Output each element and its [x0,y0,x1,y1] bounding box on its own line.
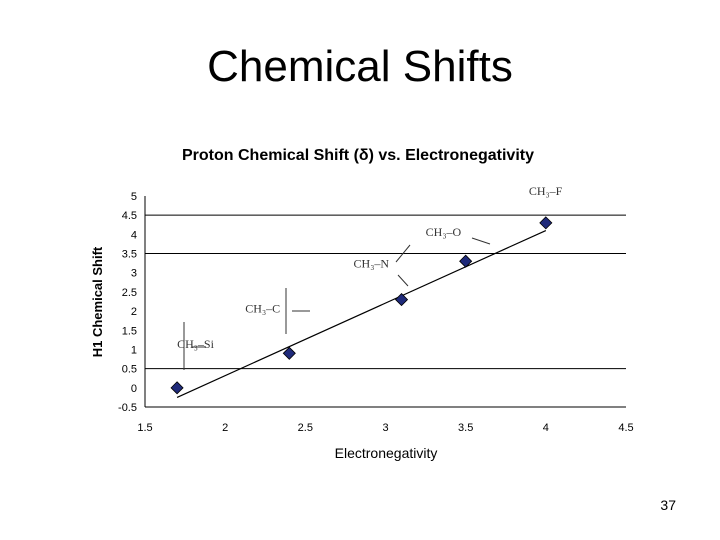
bond-stroke [471,237,491,245]
data-point [282,346,296,360]
y-tick-label: 1 [131,344,137,356]
y-tick-label: 4 [131,229,137,241]
plot-area [145,196,626,407]
y-tick-label: 3.5 [122,249,137,261]
annotation-label: CH₃–F [529,184,563,198]
chart-title: Proton Chemical Shift (δ) vs. Electroneg… [182,147,534,164]
x-tick-label: 4 [543,422,549,434]
y-tick-label: -0.5 [118,402,137,414]
x-tick-label: 3.5 [458,422,473,434]
data-point [539,216,553,230]
annotation-label: CH₃–Si [177,337,215,351]
y-tick-label: 2.5 [122,287,137,299]
y-tick-label: 3 [131,268,137,280]
x-tick-label: 3 [382,422,388,434]
data-points [170,216,553,395]
y-tick-label: 4.5 [122,210,137,222]
trendline-layer [176,229,547,398]
y-tick-label: 5 [131,191,137,203]
grid-lines [145,214,626,370]
annotation-label: CH₃–N [354,257,390,271]
y-tick-label: 1.5 [122,325,137,337]
y-tick-label: 0 [131,383,137,395]
trendline [176,229,547,398]
y-axis-title: H1 Chemical Shift [90,246,105,357]
bond-stroke [395,244,411,263]
data-point [459,254,473,268]
y-tick-label: 2 [131,306,137,318]
x-tick-label: 1.5 [137,422,152,434]
x-tick-label: 4.5 [618,422,633,434]
bond-stroke [397,274,409,287]
page-number: 37 [660,497,676,513]
y-tick-labels: 5 4.5 4 3.5 3 2.5 2 1.5 1 0.5 0 -0.5 [118,191,137,414]
x-tick-labels: 1.5 2 2.5 3 3.5 4 4.5 [137,422,633,434]
slide-title: Chemical Shifts [207,42,513,91]
x-axis-title: Electronegativity [335,445,438,461]
axes [144,196,626,408]
data-point [394,293,409,307]
x-tick-label: 2.5 [298,422,313,434]
x-tick-label: 2 [222,422,228,434]
annotation-label: CH₃–O [426,225,462,239]
data-point [170,381,184,395]
annotation-label: CH₃–C [245,301,280,315]
annotations: CH₃–Si CH₃–C CH₃–N CH₃–O CH₃–F [177,184,563,370]
y-tick-label: 0.5 [122,364,137,376]
